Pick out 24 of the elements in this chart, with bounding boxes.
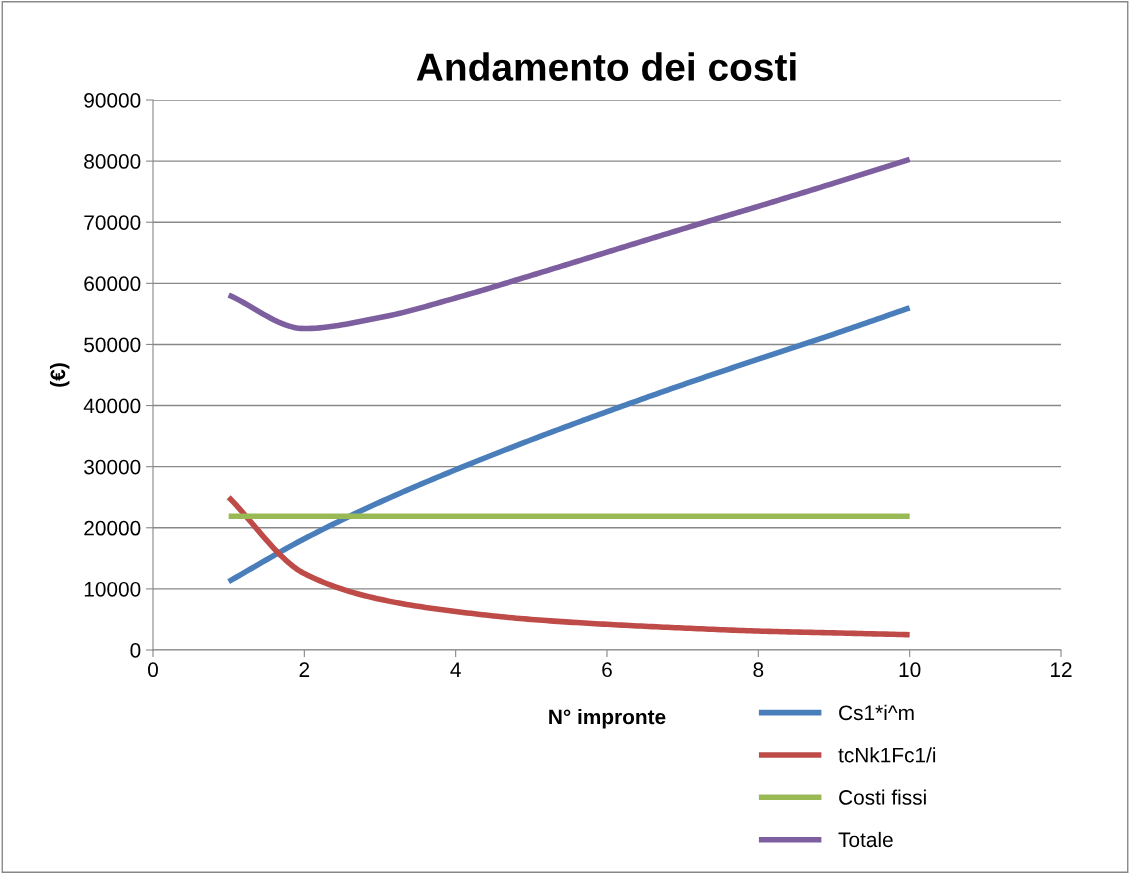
legend-label: tcNk1Fc1/i (838, 747, 936, 763)
y-tick-label: 50000 (84, 337, 141, 353)
x-tick-label: 2 (299, 662, 310, 677)
y-tick-label: 0 (130, 643, 141, 658)
x-tick-label: 10 (899, 662, 921, 678)
y-tick-label: 10000 (84, 581, 141, 597)
x-tick-label: 6 (602, 662, 612, 678)
y-tick-label: 70000 (84, 215, 141, 230)
x-tick-label: 12 (1051, 662, 1072, 677)
x-tick-label: 4 (450, 662, 461, 677)
y-tick-label: 30000 (84, 459, 141, 475)
y-tick-label: 90000 (84, 93, 141, 108)
chart-title: Andamento dei costi (416, 52, 796, 81)
legend-label: Cs1*i^m (839, 704, 914, 721)
y-tick-label: 80000 (84, 154, 141, 169)
x-axis-title: N° impronte (549, 709, 666, 729)
x-tick-label: 0 (148, 662, 158, 678)
legend-label: Costi fissi (839, 789, 926, 805)
y-axis-title: (€) (49, 363, 70, 387)
x-tick-label: 8 (753, 662, 764, 678)
y-tick-label: 40000 (83, 398, 141, 414)
y-tick-label: 20000 (84, 520, 141, 536)
legend-label: Totale (838, 831, 893, 848)
y-tick-label: 60000 (84, 276, 141, 292)
